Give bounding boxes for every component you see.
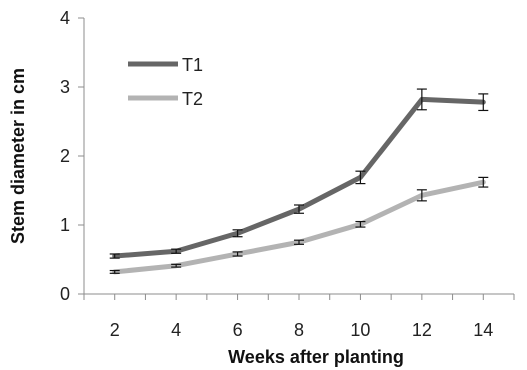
x-tick-label: 12 [412,320,432,340]
y-tick-label: 3 [60,77,70,97]
series-t2 [109,176,489,275]
y-axis: 0 1 2 3 4 [60,8,85,304]
x-axis: 2 4 6 8 10 12 14 [83,293,515,340]
x-tick-label: 10 [350,320,370,340]
series-t1 [109,88,489,259]
x-tick-label: 8 [294,320,304,340]
x-axis-title: Weeks after planting [228,347,404,367]
y-tick-label: 1 [60,215,70,235]
series-layer [109,88,489,275]
x-tick-label: 14 [473,320,493,340]
series-line-t1 [112,96,486,259]
series-line-t2 [112,179,486,275]
y-tick-label: 4 [60,8,70,28]
x-tick-label: 6 [233,320,243,340]
legend: T1 T2 [128,55,203,109]
legend-label-t1: T1 [182,55,203,75]
y-axis-title: Stem diameter in cm [8,68,28,244]
legend-label-t2: T2 [182,89,203,109]
y-tick-label: 2 [60,146,70,166]
y-tick-label: 0 [60,284,70,304]
x-tick-label: 2 [110,320,120,340]
x-tick-label: 4 [171,320,181,340]
